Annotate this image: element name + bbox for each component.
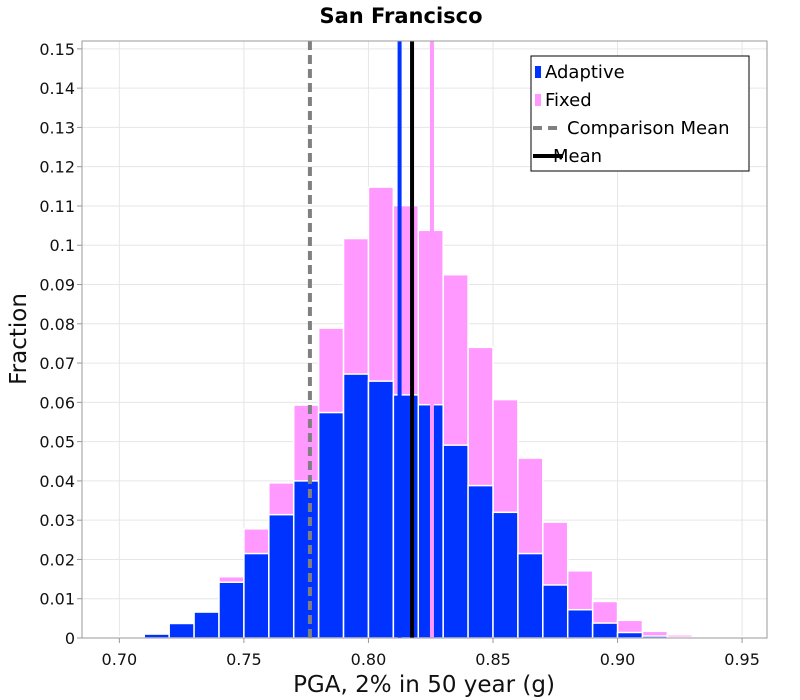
y-tick-label: 0.09 bbox=[39, 276, 75, 295]
y-tick-label: 0.04 bbox=[39, 472, 75, 491]
adaptive-bar bbox=[616, 631, 644, 639]
legend-box bbox=[530, 55, 750, 172]
y-tick-label: 0.05 bbox=[39, 433, 75, 452]
adaptive-bar bbox=[517, 552, 544, 639]
x-tick-label: 0.75 bbox=[226, 650, 262, 669]
y-tick-label: 0.13 bbox=[39, 118, 75, 137]
legend-label-comparison-mean: Comparison Mean bbox=[567, 118, 730, 139]
legend-label-fixed: Fixed bbox=[545, 90, 592, 111]
adaptive-bar bbox=[542, 584, 569, 639]
adaptive-bar bbox=[243, 552, 270, 639]
y-axis-title: Fraction bbox=[6, 293, 32, 385]
x-axis-title: PGA, 2% in 50 year (g) bbox=[293, 672, 555, 698]
mean-lines bbox=[307, 41, 434, 638]
y-axis-ticks: 0 0.01 0.02 0.03 0.04 0.05 0.06 0.07 0.08 0.09 0.1… bbox=[39, 40, 82, 648]
legend-swatch-adaptive bbox=[535, 66, 541, 78]
x-axis-ticks: 0.70 0.75 0.80 0.85 0.90 0.95 bbox=[102, 638, 760, 669]
legend-swatch-fixed bbox=[535, 94, 541, 106]
y-tick-label: 0.06 bbox=[39, 393, 75, 412]
adaptive-bar bbox=[268, 513, 295, 639]
y-tick-label: 0.01 bbox=[39, 590, 75, 609]
y-tick-label: 0.15 bbox=[39, 40, 75, 59]
y-tick-label: 0.07 bbox=[39, 354, 75, 373]
chart-title: San Francisco bbox=[319, 4, 482, 28]
x-tick-label: 0.80 bbox=[351, 650, 387, 669]
legend-label-mean: Mean bbox=[553, 146, 602, 167]
adaptive-bar bbox=[591, 622, 619, 639]
y-tick-label: 0.03 bbox=[39, 511, 75, 530]
adaptive-bar bbox=[143, 633, 170, 639]
adaptive-bar bbox=[367, 380, 395, 639]
y-tick-label: 0.1 bbox=[50, 236, 75, 255]
adaptive-bar bbox=[442, 444, 469, 639]
adaptive-bar bbox=[168, 622, 195, 639]
x-tick-label: 0.70 bbox=[102, 650, 138, 669]
adaptive-bar bbox=[467, 484, 494, 639]
y-tick-label: 0.08 bbox=[39, 315, 75, 334]
y-tick-label: 0.02 bbox=[39, 550, 75, 569]
x-tick-label: 0.95 bbox=[724, 650, 760, 669]
legend-label-adaptive: Adaptive bbox=[545, 62, 625, 83]
adaptive-bar bbox=[566, 608, 594, 639]
adaptive-bar bbox=[292, 480, 320, 639]
x-tick-label: 0.85 bbox=[475, 650, 511, 669]
adaptive-bar bbox=[193, 611, 220, 639]
y-tick-label: 0.11 bbox=[39, 197, 75, 216]
legend: Adaptive Fixed Comparison Mean Mean bbox=[530, 55, 750, 172]
adaptive-bar bbox=[392, 394, 420, 639]
adaptive-bar bbox=[342, 373, 370, 639]
x-tick-label: 0.90 bbox=[600, 650, 636, 669]
legend-items: Adaptive Fixed Comparison Mean Mean bbox=[533, 62, 730, 167]
y-tick-label: 0.14 bbox=[39, 79, 75, 98]
adaptive-bar bbox=[218, 581, 245, 639]
adaptive-bar bbox=[492, 511, 519, 639]
y-tick-label: 0 bbox=[65, 629, 75, 648]
y-tick-label: 0.12 bbox=[39, 158, 75, 177]
plot-frame bbox=[81, 40, 768, 639]
adaptive-bar bbox=[317, 411, 345, 639]
